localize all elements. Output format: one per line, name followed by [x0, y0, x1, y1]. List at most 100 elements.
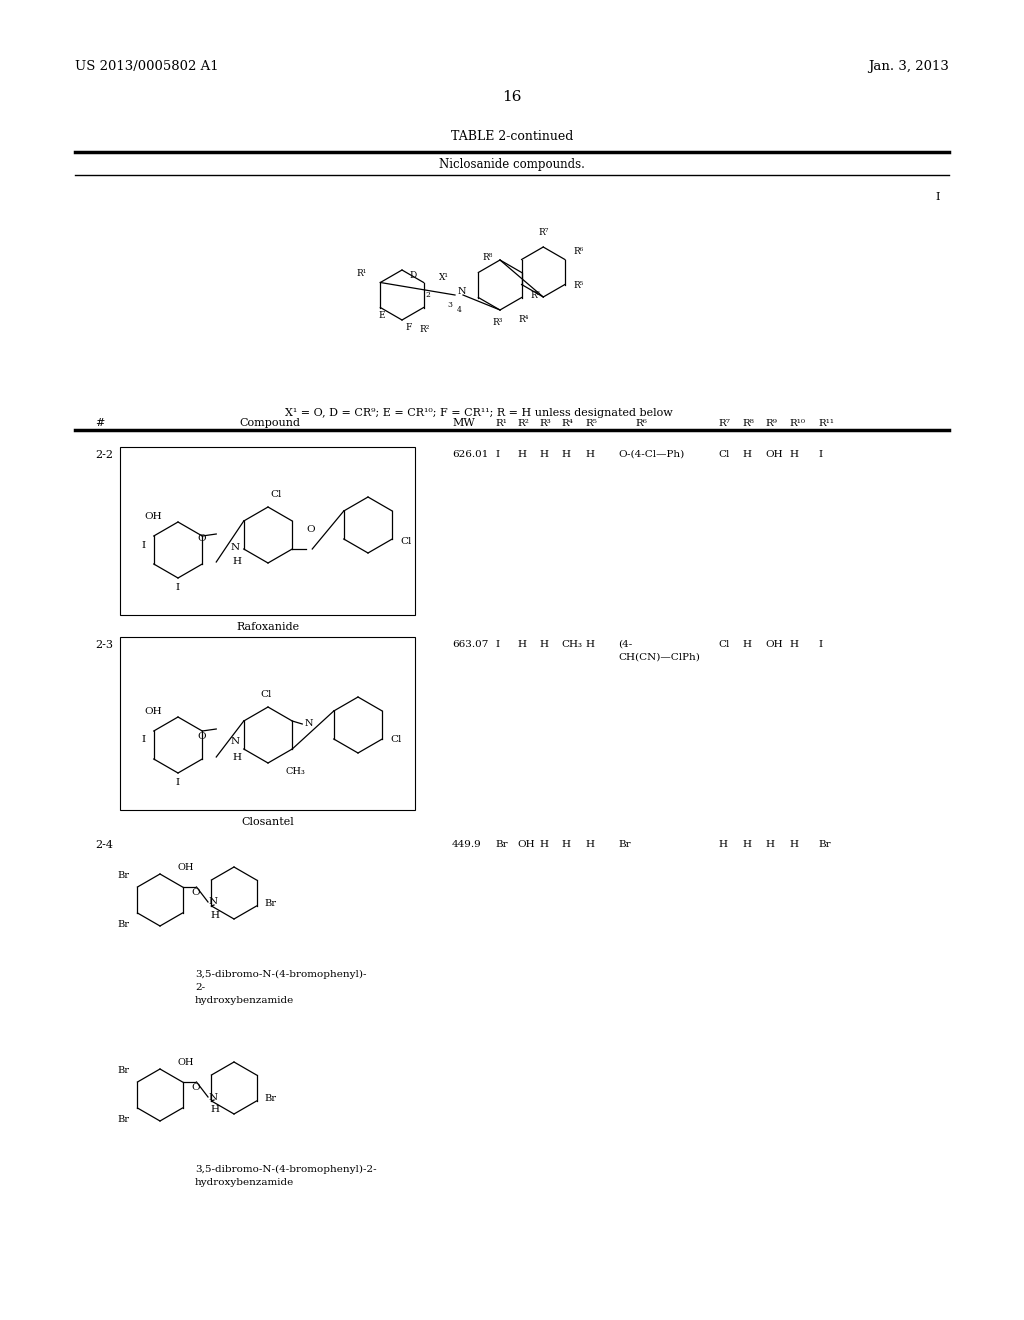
Text: R³: R³ [493, 318, 503, 327]
Text: H: H [561, 840, 570, 849]
Text: H: H [232, 752, 241, 762]
Text: R⁵: R⁵ [573, 281, 584, 289]
Text: R¹: R¹ [356, 268, 367, 277]
Text: R⁸: R⁸ [742, 418, 754, 428]
Text: N: N [209, 898, 218, 907]
Text: N: N [304, 719, 312, 729]
Text: 663.07: 663.07 [452, 640, 488, 649]
Text: E: E [378, 310, 385, 319]
Text: Closantel: Closantel [242, 817, 294, 828]
Text: R⁹: R⁹ [765, 418, 777, 428]
Text: Cl: Cl [390, 734, 401, 743]
Text: O: O [306, 525, 314, 535]
Text: 626.01: 626.01 [452, 450, 488, 459]
Text: R⁵: R⁵ [585, 418, 597, 428]
Text: Cl: Cl [270, 490, 282, 499]
Text: H: H [539, 450, 548, 459]
Text: 2-3: 2-3 [95, 640, 113, 649]
Text: Cl: Cl [718, 450, 729, 459]
Text: H: H [765, 840, 774, 849]
Text: N: N [231, 738, 240, 747]
Text: OH: OH [144, 512, 162, 521]
Text: CH₃: CH₃ [285, 767, 305, 776]
Text: R⁶: R⁶ [573, 248, 584, 256]
Text: OH: OH [765, 450, 782, 459]
Text: 2: 2 [425, 290, 430, 300]
Text: H: H [585, 640, 594, 649]
Text: 2-: 2- [195, 983, 205, 993]
Text: R²: R² [517, 418, 528, 428]
Text: Cl: Cl [718, 640, 729, 649]
Text: R⁵: R⁵ [530, 290, 541, 300]
Text: Br: Br [618, 840, 631, 849]
Text: I: I [142, 735, 146, 744]
Text: 4: 4 [457, 306, 462, 314]
Text: Compound: Compound [240, 418, 300, 428]
Text: 2-2: 2-2 [95, 450, 113, 459]
Text: H: H [790, 640, 798, 649]
Text: TABLE 2-continued: TABLE 2-continued [451, 129, 573, 143]
Text: H: H [517, 450, 526, 459]
Text: H: H [585, 450, 594, 459]
Text: H: H [790, 450, 798, 459]
Text: R⁸: R⁸ [482, 253, 493, 263]
Text: Niclosanide compounds.: Niclosanide compounds. [439, 158, 585, 172]
Text: Jan. 3, 2013: Jan. 3, 2013 [868, 59, 949, 73]
Text: R⁶: R⁶ [635, 418, 647, 428]
Text: H: H [210, 1106, 219, 1114]
Text: Br: Br [264, 1094, 276, 1104]
Text: 2-4: 2-4 [95, 840, 113, 850]
Text: H: H [210, 911, 219, 920]
Text: R⁷: R⁷ [718, 418, 730, 428]
Text: Br: Br [264, 899, 276, 908]
Text: O: O [197, 733, 206, 741]
Text: R⁴: R⁴ [561, 418, 572, 428]
Text: Br: Br [818, 840, 830, 849]
Text: H: H [539, 840, 548, 849]
Text: I: I [176, 583, 180, 591]
Text: O: O [197, 535, 206, 544]
Text: R²: R² [420, 325, 430, 334]
Text: 449.9: 449.9 [452, 840, 481, 849]
Text: H: H [718, 840, 727, 849]
Text: H: H [742, 840, 751, 849]
Text: X¹ = O, D = CR⁹; E = CR¹⁰; F = CR¹¹; R = H unless designated below: X¹ = O, D = CR⁹; E = CR¹⁰; F = CR¹¹; R =… [285, 408, 673, 418]
Text: N: N [458, 288, 467, 297]
Text: OH: OH [517, 840, 535, 849]
Text: H: H [232, 557, 241, 566]
Bar [120, 638, 415, 810]
Text: OH: OH [765, 640, 782, 649]
Text: R¹: R¹ [495, 418, 507, 428]
Text: I: I [495, 450, 499, 459]
Text: 3: 3 [447, 301, 452, 309]
Text: O: O [191, 1082, 200, 1092]
Text: X¹: X¹ [439, 273, 449, 282]
Text: R³: R³ [539, 418, 551, 428]
Text: 3,5-dibromo-N-(4-bromophenyl)-: 3,5-dibromo-N-(4-bromophenyl)- [195, 970, 367, 979]
Text: I: I [495, 640, 499, 649]
Text: H: H [790, 840, 798, 849]
Text: H: H [517, 640, 526, 649]
Text: (4-: (4- [618, 640, 632, 649]
Text: N: N [231, 543, 240, 552]
Text: I: I [176, 777, 180, 787]
Text: CH(CN)—ClPh): CH(CN)—ClPh) [618, 653, 699, 663]
Text: Br: Br [117, 1115, 129, 1125]
Text: hydroxybenzamide: hydroxybenzamide [195, 1177, 294, 1187]
Text: H: H [742, 450, 751, 459]
Text: D: D [409, 271, 416, 280]
Text: O-(4-Cl—Ph): O-(4-Cl—Ph) [618, 450, 684, 459]
Text: H: H [585, 840, 594, 849]
Text: hydroxybenzamide: hydroxybenzamide [195, 997, 294, 1005]
Text: OH: OH [177, 863, 194, 873]
Text: Rafoxanide: Rafoxanide [237, 622, 300, 632]
Text: R¹¹: R¹¹ [818, 418, 834, 428]
Text: R⁷: R⁷ [538, 228, 549, 238]
Text: N: N [209, 1093, 218, 1101]
Text: H: H [539, 640, 548, 649]
Text: R¹⁰: R¹⁰ [790, 418, 805, 428]
Text: Cl: Cl [400, 537, 412, 546]
Text: R⁴: R⁴ [518, 315, 528, 323]
Text: F: F [406, 323, 412, 333]
Text: Br: Br [495, 840, 508, 849]
